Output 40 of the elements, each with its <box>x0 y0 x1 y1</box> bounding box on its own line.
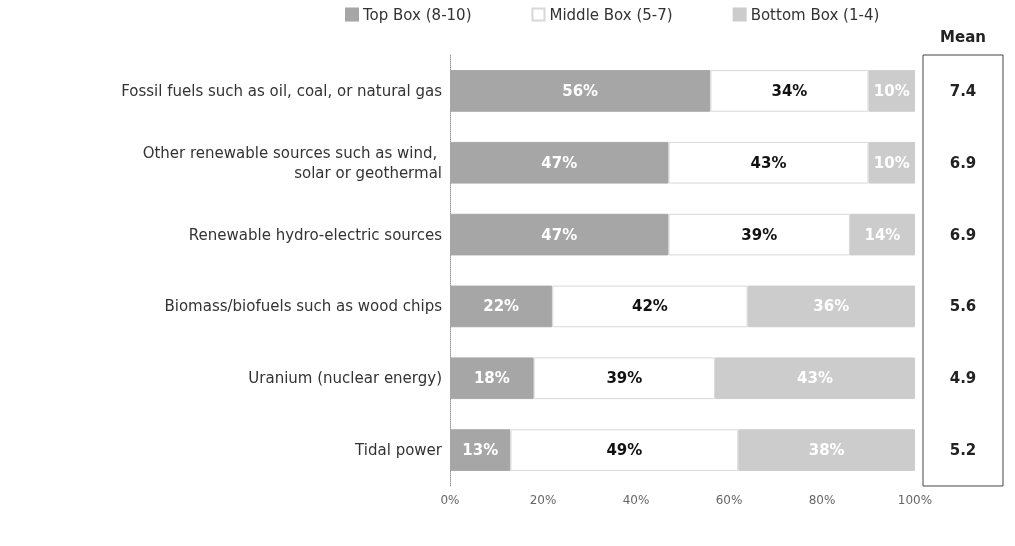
data-label: 42% <box>632 297 668 316</box>
data-label: 47% <box>541 153 578 172</box>
bar <box>450 357 534 400</box>
bar <box>450 70 711 112</box>
x-tick-label: 80% <box>808 493 836 507</box>
bar <box>450 285 553 328</box>
data-label: 39% <box>606 369 643 388</box>
data-label: 18% <box>473 369 510 388</box>
text: Mean <box>940 28 986 46</box>
x-tick-label: 60% <box>715 493 743 507</box>
y-tick-label: Other renewable sources such as wind, solar or geothermal <box>142 143 442 182</box>
x-tick-label: 0% <box>440 493 460 507</box>
data-label: 13% <box>462 441 499 460</box>
data-label: 47% <box>541 225 578 244</box>
data-label: 22% <box>483 297 520 316</box>
legend-label: Middle Box (5-7) <box>549 5 673 24</box>
text: 4.9 <box>949 369 977 388</box>
data-label: 43% <box>750 153 787 172</box>
x-tick-label: 20% <box>529 493 557 507</box>
y-tick-label: Fossil fuels such as oil, coal, or natural gas <box>121 81 443 100</box>
legend-label: Bottom Box (1-4) <box>750 5 880 24</box>
legend-label: Top Box (8-10) <box>362 5 472 24</box>
text: 7.4 <box>949 81 977 100</box>
data-label: 34% <box>771 81 808 100</box>
bar <box>450 213 669 256</box>
text: 6.9 <box>949 153 977 172</box>
data-label: 49% <box>606 441 643 460</box>
data-label: 56% <box>562 81 599 100</box>
text: 5.2 <box>949 441 977 460</box>
x-tick-label: 40% <box>622 493 650 507</box>
bar <box>450 429 511 471</box>
y-tick-label: Uranium (nuclear energy) <box>248 369 442 388</box>
bar <box>450 141 669 184</box>
x-tick-label: 100% <box>897 493 933 507</box>
y-tick-label: Biomass/biofuels such as wood chips <box>164 297 443 316</box>
y-tick-label: Tidal power <box>354 441 443 460</box>
y-tick-label: Renewable hydro-electric sources <box>188 225 443 244</box>
text: 6.9 <box>949 225 977 244</box>
text: 5.6 <box>949 297 977 316</box>
data-label: 39% <box>741 225 778 244</box>
